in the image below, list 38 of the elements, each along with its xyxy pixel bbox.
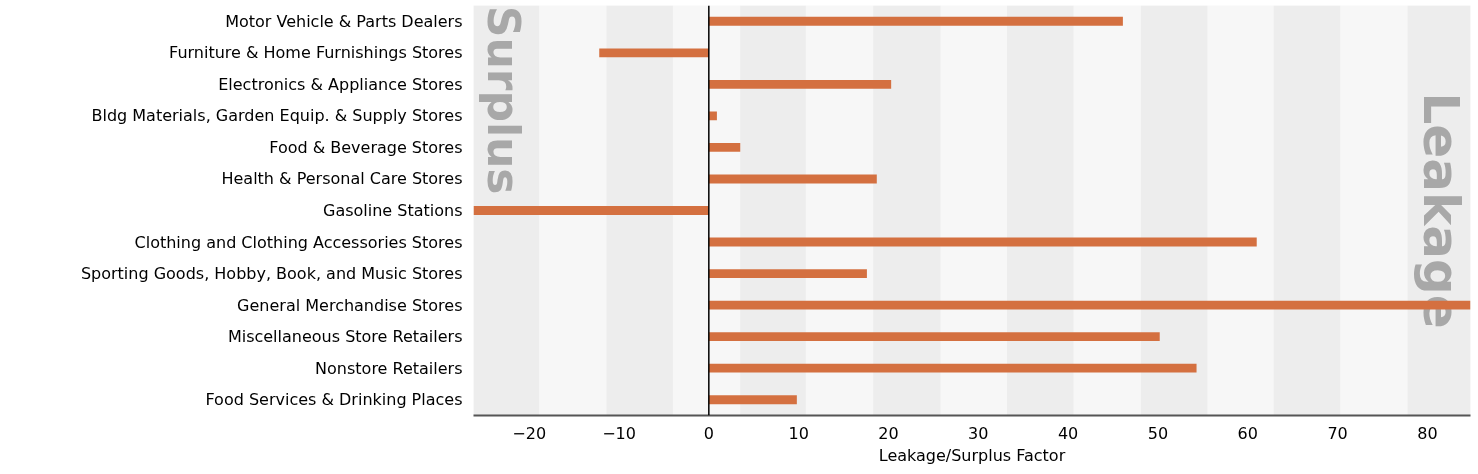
y-tick-label: Health & Personal Care Stores bbox=[221, 169, 463, 189]
y-tick-label: Bldg Materials, Garden Equip. & Supply Stores bbox=[91, 106, 463, 126]
bar bbox=[473, 206, 709, 215]
x-tick-label: −20 bbox=[512, 423, 547, 443]
y-tick-label: Food & Beverage Stores bbox=[269, 137, 463, 157]
y-tick-label: Nonstore Retailers bbox=[315, 358, 463, 378]
bar bbox=[708, 143, 741, 152]
x-tick-label: 60 bbox=[1237, 423, 1258, 443]
y-tick-label: Food Services & Drinking Places bbox=[205, 390, 463, 410]
x-tick-label: 20 bbox=[878, 423, 899, 443]
bar bbox=[708, 363, 1197, 373]
bar bbox=[708, 16, 1123, 26]
bar bbox=[708, 269, 867, 278]
x-tick-label: 10 bbox=[788, 423, 809, 443]
y-tick-label: Miscellaneous Store Retailers bbox=[227, 327, 463, 347]
x-tick-label: 80 bbox=[1417, 423, 1438, 443]
annotation: Leakage bbox=[1411, 92, 1470, 329]
y-tick-label: Gasoline Stations bbox=[322, 201, 463, 220]
x-tick-label: 70 bbox=[1327, 423, 1348, 443]
y-tick-label: General Merchandise Stores bbox=[237, 295, 463, 315]
x-tick-label: 0 bbox=[703, 423, 714, 443]
x-tick-label: 50 bbox=[1147, 423, 1169, 443]
bar bbox=[708, 237, 1257, 247]
x-axis-title: Leakage/Surplus Factor bbox=[878, 445, 1066, 465]
bar bbox=[708, 79, 892, 89]
y-tick-label: Sporting Goods, Hobby, Book, and Music Stores bbox=[80, 264, 463, 284]
y-tick-label: Furniture & Home Furnishings Stores bbox=[169, 43, 463, 63]
y-tick-label: Electronics & Appliance Stores bbox=[218, 74, 463, 94]
bar bbox=[599, 48, 709, 58]
bar bbox=[708, 395, 797, 405]
bar bbox=[708, 174, 877, 184]
bar bbox=[708, 332, 1160, 342]
y-tick-label: Clothing and Clothing Accessories Stores bbox=[134, 232, 463, 252]
annotation: Surplus bbox=[477, 5, 529, 195]
y-tick-label: Motor Vehicle & Parts Dealers bbox=[225, 11, 463, 31]
x-tick-label: 40 bbox=[1057, 423, 1079, 443]
x-tick-label: −10 bbox=[602, 423, 636, 443]
x-tick-label: 30 bbox=[968, 423, 989, 443]
